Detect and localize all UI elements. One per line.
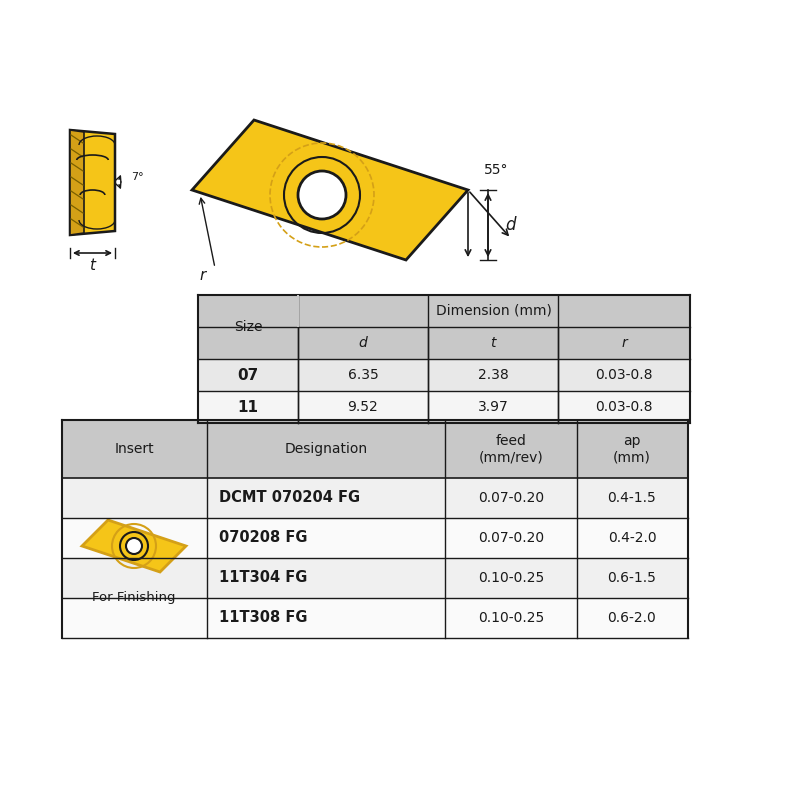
Text: 7°: 7°	[131, 172, 144, 182]
Text: 0.4-1.5: 0.4-1.5	[608, 491, 656, 505]
Text: For Finishing: For Finishing	[92, 590, 176, 603]
Bar	[198, 295, 690, 327]
Bar	[297, 295, 299, 327]
Bar	[62, 518, 688, 558]
Text: feed
(mm/rev): feed (mm/rev)	[478, 434, 543, 464]
Text: 0.4-2.0: 0.4-2.0	[608, 531, 656, 545]
Text: DCMT 070204 FG: DCMT 070204 FG	[219, 490, 360, 506]
Text: 2.38: 2.38	[478, 368, 508, 382]
Polygon shape	[192, 120, 468, 260]
Text: ap
(mm): ap (mm)	[613, 434, 651, 464]
Text: Size: Size	[234, 320, 262, 334]
Text: 0.10-0.25: 0.10-0.25	[478, 571, 544, 585]
Polygon shape	[70, 130, 84, 235]
Text: Insert: Insert	[114, 442, 154, 456]
Polygon shape	[82, 520, 186, 572]
Text: r: r	[621, 336, 627, 350]
Circle shape	[126, 538, 142, 554]
Bar	[62, 598, 688, 638]
Bar	[198, 391, 690, 423]
Text: d: d	[358, 336, 367, 350]
Text: d: d	[505, 216, 515, 234]
Text: 11T308 FG: 11T308 FG	[219, 610, 307, 626]
Text: 0.03-0.8: 0.03-0.8	[595, 368, 653, 382]
Polygon shape	[70, 130, 115, 235]
Text: Designation: Designation	[285, 442, 367, 456]
Text: t: t	[89, 258, 95, 273]
Text: 0.10-0.25: 0.10-0.25	[478, 611, 544, 625]
Text: 0.03-0.8: 0.03-0.8	[595, 400, 653, 414]
Bar	[198, 359, 690, 391]
Text: r: r	[200, 269, 206, 283]
Text: Dimension (mm): Dimension (mm)	[436, 304, 552, 318]
Text: 9.52: 9.52	[348, 400, 378, 414]
Bar	[62, 558, 688, 598]
Text: 11: 11	[238, 399, 258, 414]
Text: 3.97: 3.97	[478, 400, 508, 414]
Text: 07: 07	[238, 367, 258, 382]
Bar	[198, 295, 298, 359]
Bar	[62, 478, 688, 518]
Text: 0.6-2.0: 0.6-2.0	[608, 611, 656, 625]
Text: 11T304 FG: 11T304 FG	[219, 570, 307, 586]
Text: 0.6-1.5: 0.6-1.5	[607, 571, 657, 585]
Text: 6.35: 6.35	[348, 368, 378, 382]
Text: 0.07-0.20: 0.07-0.20	[478, 491, 544, 505]
Bar	[62, 420, 688, 478]
Text: 55°: 55°	[484, 163, 508, 177]
Text: 0.07-0.20: 0.07-0.20	[478, 531, 544, 545]
Text: 070208 FG: 070208 FG	[219, 530, 307, 546]
Bar	[198, 327, 690, 359]
Circle shape	[298, 171, 346, 219]
Text: t: t	[490, 336, 496, 350]
